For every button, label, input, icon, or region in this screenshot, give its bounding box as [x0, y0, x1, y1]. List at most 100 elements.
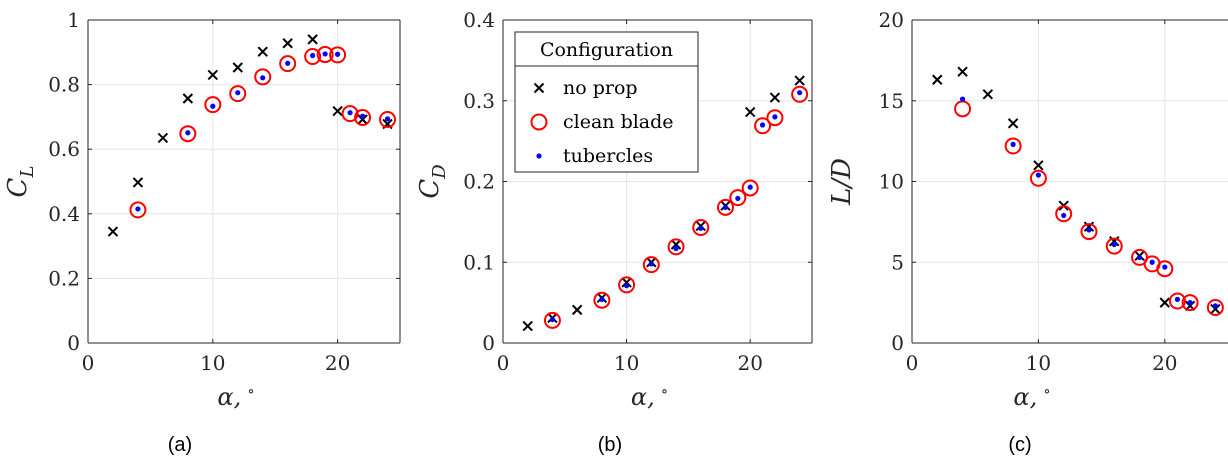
data-point-dot-marker [135, 206, 141, 212]
data-point-dot-marker [599, 296, 605, 302]
data-point-dot-marker [624, 283, 630, 289]
data-point-dot-marker [1061, 212, 1067, 219]
data-point-circle-marker [1105, 237, 1123, 255]
y-axis-label-subscript: D [429, 164, 450, 180]
x-axis-label-main: α, [631, 383, 655, 411]
marker-stroke [207, 69, 219, 81]
legend-marker-circle [530, 113, 548, 131]
data-point-circle-marker [1168, 292, 1186, 310]
marker-stroke [932, 74, 943, 85]
marker-stroke [1210, 303, 1221, 315]
data-point-dot-marker [1174, 296, 1181, 302]
chart-panel-3: 0 10 20 0 5 10 15 20 α, ∘ L/D (c) [827, 8, 1228, 456]
legend-title: Configuration [540, 39, 673, 61]
data-point-dot-marker [1212, 303, 1218, 309]
chart-panel-2: 0 10 20 0 0.1 0.2 0.3 0.4 α, ∘ CD (b) Configuration n… [415, 8, 813, 456]
marker-stroke [522, 320, 533, 332]
x-tick-label: 0 [82, 351, 95, 375]
data-point-dot-marker [285, 60, 291, 66]
marker-stroke [571, 304, 583, 316]
y-tick-label: 15 [879, 89, 904, 113]
series-no-prop [107, 34, 393, 237]
data-point-dot-marker [335, 51, 341, 57]
y-tick-label: 0 [891, 331, 904, 355]
data-point-circle-marker [254, 68, 272, 86]
data-point-dot-marker [322, 51, 328, 57]
data-point-x-marker [182, 93, 194, 104]
data-point-circle-marker [1080, 223, 1098, 241]
data-point-dot-marker [384, 116, 391, 122]
y-axis-label-main: C [415, 179, 445, 199]
panel-label: (a) [168, 434, 192, 456]
data-point-x-marker [207, 69, 219, 81]
data-point-dot-marker [1136, 254, 1143, 261]
data-point-circle-marker [954, 100, 972, 118]
data-point-dot-marker [1010, 141, 1016, 147]
data-point-circle-marker [1029, 169, 1047, 187]
marker-stroke [182, 93, 194, 104]
data-point-circle-marker [329, 46, 347, 64]
data-point-dot-marker [359, 113, 366, 119]
y-tick-label: 0.2 [463, 170, 495, 194]
data-point-circle-marker [1206, 298, 1224, 316]
data-point-x-marker [1007, 118, 1019, 129]
marker-stroke [157, 132, 169, 144]
data-point-circle-marker [129, 201, 147, 219]
data-point-dot-marker [310, 52, 316, 59]
marker-stroke [307, 34, 318, 45]
x-tick-label: 0 [497, 351, 510, 375]
data-point-x-marker [307, 34, 318, 45]
x-tick-label: 20 [1152, 351, 1177, 375]
series-clean-blade [543, 85, 809, 329]
y-tick-label: 0.8 [48, 73, 80, 97]
data-point-x-marker [982, 89, 994, 100]
x-tick-label: 20 [737, 351, 762, 375]
y-tick-label: 0.1 [463, 250, 495, 274]
data-point-x-marker [932, 74, 943, 85]
data-point-dot-marker [1086, 227, 1092, 233]
y-tick-label: 0 [67, 331, 80, 355]
y-tick-label: 20 [879, 8, 904, 32]
data-point-dot-marker [648, 261, 654, 267]
data-point-x-marker [522, 320, 533, 332]
data-point-circle-marker [766, 109, 784, 127]
marker-stroke [132, 177, 144, 188]
data-point-circle-marker [729, 189, 747, 207]
marker-stroke [982, 89, 994, 100]
data-point-dot-marker [347, 110, 353, 116]
data-point-dot-marker [722, 204, 729, 210]
data-point-x-marker [1210, 303, 1221, 315]
marker-stroke [257, 46, 268, 57]
data-point-circle-marker [741, 179, 759, 197]
data-point-dot-marker [1187, 300, 1193, 306]
data-point-dot-marker [185, 130, 191, 136]
series-tubercles [549, 90, 803, 323]
data-point-circle-marker [304, 47, 322, 65]
data-point-circle-marker [179, 125, 197, 143]
x-tick-label: 0 [906, 351, 919, 375]
y-axis-label: L/D [827, 158, 857, 206]
legend-box [514, 31, 699, 173]
data-point-x-marker [132, 177, 144, 188]
x-axis-label: α, ∘ [217, 382, 254, 411]
marker-stroke [769, 92, 781, 103]
data-point-x-marker [794, 75, 805, 86]
panel-label: (b) [598, 434, 622, 456]
x-tick-label: 10 [614, 351, 639, 375]
data-point-circle-marker [1156, 260, 1174, 278]
data-point-dot-marker [549, 316, 556, 323]
data-point-dot-marker [1149, 259, 1155, 265]
marker-stroke [232, 62, 243, 73]
data-point-x-marker [621, 277, 632, 288]
data-point-circle-marker [791, 85, 809, 103]
marker-stroke [107, 226, 119, 237]
data-point-x-marker [670, 239, 682, 250]
legend-entry-label: tubercles [563, 145, 653, 167]
y-tick-label: 0.6 [48, 137, 80, 161]
series-no-prop [932, 66, 1221, 315]
y-axis-label-main: C [3, 177, 33, 197]
y-tick-label: 0.4 [463, 8, 495, 32]
series-tubercles [135, 51, 391, 212]
data-point-dot-marker [260, 75, 266, 81]
